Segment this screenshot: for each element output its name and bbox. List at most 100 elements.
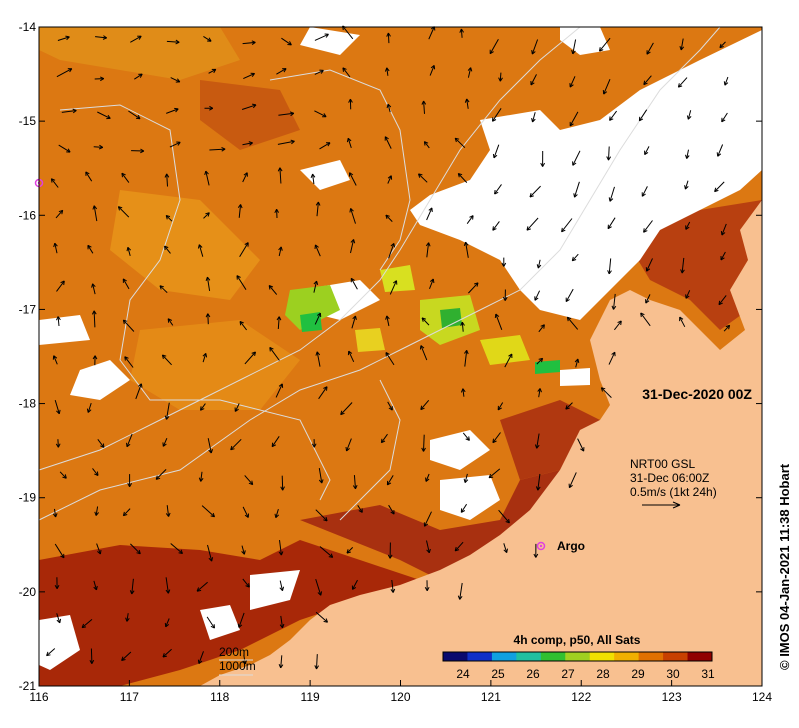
current-arrow [277, 139, 295, 145]
contour-loop [59, 104, 331, 501]
current-arrow [571, 253, 579, 262]
current-arrow [165, 505, 171, 517]
y-tick-label: -16 [19, 208, 37, 222]
current-arrow [57, 35, 70, 41]
current-arrow [314, 654, 320, 670]
current-arrow [348, 98, 353, 110]
current-arrow [91, 283, 96, 295]
current-arrow [526, 217, 539, 231]
current-arrow [277, 167, 283, 184]
current-arrow [421, 100, 427, 114]
current-arrow [529, 185, 541, 198]
current-arrow [93, 580, 98, 591]
current-arrow [319, 142, 331, 150]
current-arrow [457, 582, 463, 600]
current-arrow [568, 472, 577, 489]
current-arrow [347, 350, 355, 363]
current-arrow [97, 438, 105, 448]
colorbar-segment [565, 652, 591, 661]
colorbar-segment [687, 652, 713, 661]
current-arrow [159, 285, 168, 294]
current-arrow [463, 350, 469, 367]
current-arrow [571, 39, 577, 55]
current-arrow [644, 146, 650, 156]
current-arrow [204, 105, 214, 111]
colorbar-tick-label: 25 [491, 667, 505, 681]
current-arrow [164, 402, 170, 420]
current-arrow [387, 542, 393, 559]
current-arrow [55, 439, 61, 448]
current-arrow [454, 541, 464, 552]
current-arrow [534, 290, 541, 301]
current-arrow [467, 67, 473, 78]
current-arrow [237, 204, 243, 218]
current-arrow [242, 506, 249, 518]
current-arrow [566, 316, 579, 330]
cloud-mask [39, 27, 762, 670]
colorbar-tick-label: 27 [561, 667, 575, 681]
current-arrow [50, 178, 59, 188]
current-arrow [81, 619, 93, 629]
current-arrow [203, 212, 210, 219]
current-arrow [565, 288, 574, 303]
current-arrow [389, 280, 398, 295]
colorbar-title: 4h comp, p50, All Sats [514, 633, 641, 647]
current-arrow [314, 244, 321, 257]
current-arrow [502, 289, 508, 301]
current-arrow [129, 578, 135, 595]
current-arrow [234, 403, 240, 412]
current-arrow [164, 173, 170, 187]
current-arrow [426, 207, 433, 221]
current-arrow [209, 146, 226, 152]
current-arrow [122, 278, 130, 290]
current-arrow [534, 433, 540, 449]
current-arrow [121, 172, 130, 183]
current-arrow [349, 172, 357, 186]
current-arrow [165, 215, 173, 222]
x-tick-label: 116 [29, 690, 48, 704]
current-arrow [201, 505, 215, 518]
current-arrow [388, 504, 395, 515]
colorbar-segment [491, 652, 517, 661]
x-tick-label: 119 [301, 690, 320, 704]
current-arrow [94, 506, 99, 516]
current-arrow [680, 257, 685, 274]
colorbar-tick-label: 24 [456, 667, 470, 681]
current-arrow [126, 433, 133, 448]
current-arrow [236, 275, 247, 290]
current-arrow [577, 438, 585, 452]
current-arrow [645, 294, 651, 304]
current-arrow [244, 475, 254, 486]
current-arrow [131, 148, 145, 154]
current-arrow [197, 244, 204, 257]
colorbar-segment [663, 652, 689, 661]
y-tick-label: -18 [19, 397, 37, 411]
current-arrow [196, 581, 208, 592]
current-arrow [197, 651, 204, 664]
current-arrow [314, 33, 329, 41]
current-arrow [278, 540, 284, 556]
y-tick-label: -14 [19, 20, 37, 34]
current-arrow [460, 321, 465, 332]
contour-label-200m: 200m [219, 645, 249, 659]
current-arrow [643, 75, 652, 86]
current-arrow [565, 402, 573, 410]
current-arrow [497, 402, 504, 411]
current-arrow [242, 141, 253, 146]
current-arrow [424, 580, 430, 592]
current-arrow [386, 32, 391, 44]
current-arrow [463, 241, 469, 258]
current-arrow [208, 68, 217, 74]
current-arrow [602, 79, 611, 95]
current-arrow [643, 220, 653, 233]
current-arrow [501, 257, 507, 267]
current-arrow [460, 503, 468, 513]
current-arrow [468, 282, 479, 294]
current-arrow [127, 474, 133, 488]
current-arrow [418, 173, 428, 183]
current-arrow [122, 508, 131, 517]
current-arrow [155, 469, 167, 480]
current-arrow [492, 144, 500, 159]
current-arrow [384, 136, 392, 149]
